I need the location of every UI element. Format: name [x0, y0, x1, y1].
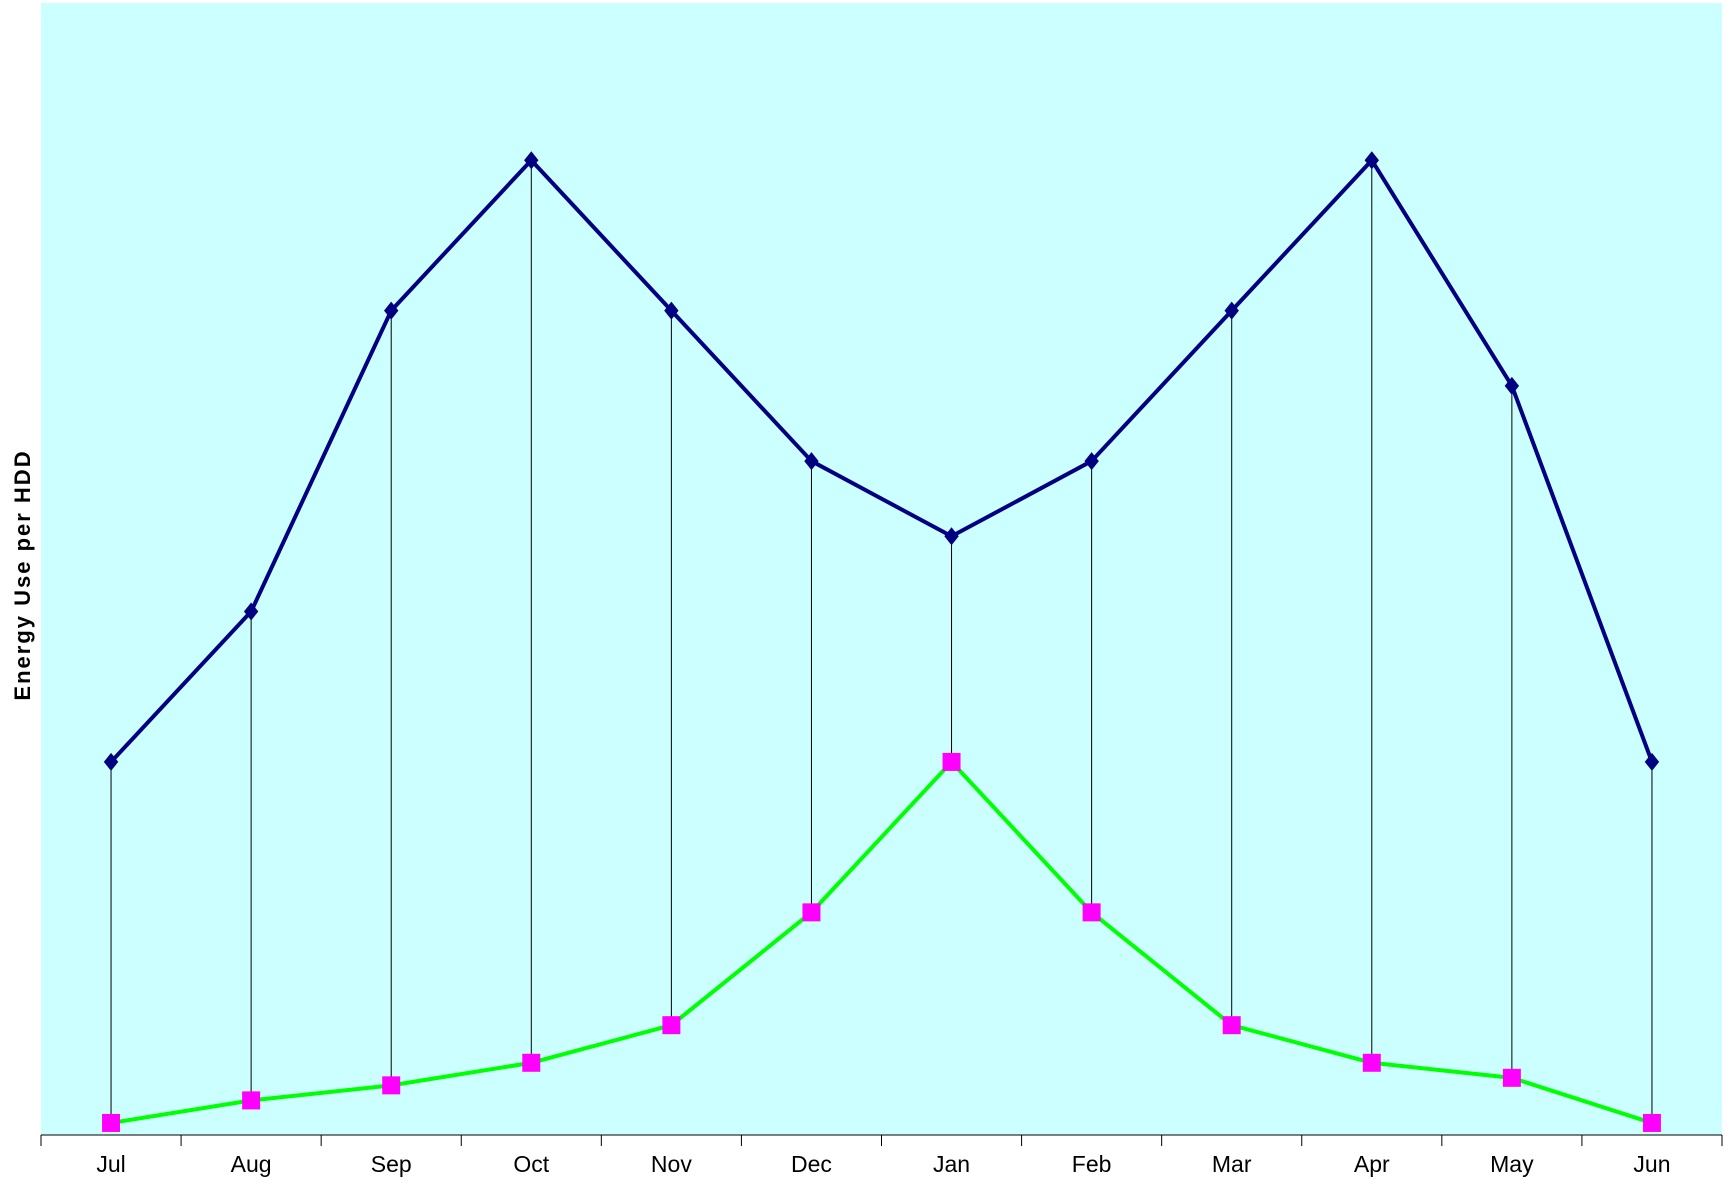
series-lower-point	[1082, 903, 1101, 922]
x-tick-label: Jul	[96, 1151, 125, 1177]
x-axis: Jul Aug Sep Oct Nov Dec Jan Feb Mar Apr May Jun	[40, 1134, 1723, 1177]
x-tick-label: Nov	[651, 1151, 692, 1177]
series-lower-point	[382, 1076, 401, 1095]
series-lower-point	[1222, 1016, 1241, 1035]
series-lower-point	[1642, 1113, 1661, 1132]
series-upper-point	[944, 527, 959, 546]
drop-lines	[110, 160, 1653, 1123]
x-tick-label: May	[1490, 1151, 1534, 1177]
y-axis-title: Energy Use per HDD	[10, 449, 35, 700]
series-upper-point	[1084, 452, 1099, 471]
series-lower-point	[102, 1113, 121, 1132]
series-lower-point	[242, 1091, 261, 1110]
x-tick-label: Aug	[231, 1151, 272, 1177]
series-upper-point	[384, 301, 399, 320]
series-upper-point	[1224, 301, 1239, 320]
x-tick-label: Jun	[1633, 1151, 1670, 1177]
series-upper-point	[664, 301, 679, 320]
series-lower-point	[522, 1053, 541, 1072]
plot-area	[41, 3, 1722, 1135]
series-lower-point	[1502, 1068, 1521, 1087]
series-upper-point	[524, 151, 539, 170]
series-upper-point	[243, 602, 259, 621]
x-tick-label: Mar	[1212, 1151, 1252, 1177]
series-upper-point	[1504, 376, 1520, 395]
series-lower-point	[942, 752, 961, 771]
series-upper-line	[109, 158, 1654, 764]
x-tick-label: Jan	[933, 1151, 970, 1177]
series-lower-line	[110, 759, 1653, 1125]
x-tick-label: Oct	[513, 1151, 549, 1177]
series-lower-point	[802, 903, 821, 922]
series-layer	[102, 151, 1661, 1132]
series-upper-point	[103, 752, 119, 771]
x-tick-label: Feb	[1072, 1151, 1112, 1177]
series-lower-point	[662, 1016, 681, 1035]
x-tick-label: Apr	[1354, 1151, 1390, 1177]
x-tick-label: Dec	[791, 1151, 832, 1177]
series-upper-point	[1644, 752, 1660, 771]
series-upper-point	[1364, 151, 1379, 170]
x-tick-label: Sep	[371, 1151, 412, 1177]
series-upper-point	[804, 452, 819, 471]
series-lower-point	[1362, 1053, 1381, 1072]
